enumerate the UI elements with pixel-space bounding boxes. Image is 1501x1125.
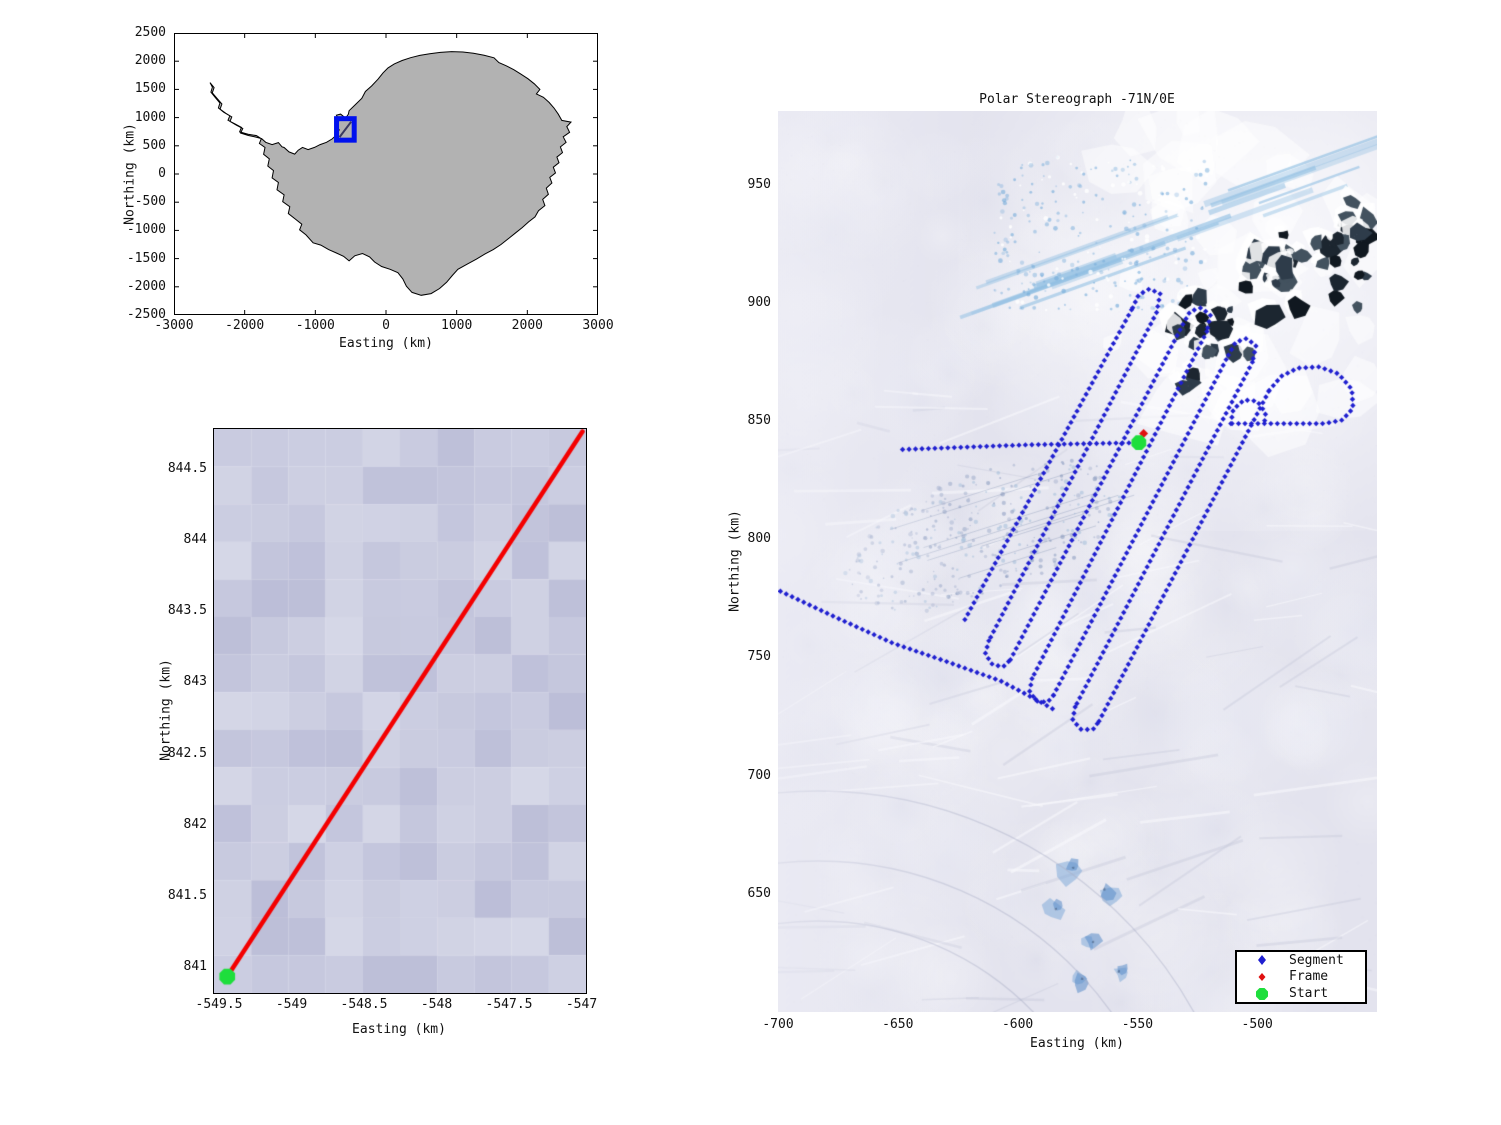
- y-tick-label: 0: [158, 166, 166, 181]
- y-tick-label: 750: [747, 649, 771, 665]
- x-tick-label: -547: [565, 997, 598, 1012]
- x-tick-label: -548.5: [340, 997, 388, 1012]
- y-tick-label: 841: [183, 959, 207, 975]
- y-tick-label: -500: [134, 194, 166, 210]
- x-tick-label: -650: [882, 1017, 914, 1032]
- legend-item-segment: Segment: [1237, 952, 1365, 968]
- y-tick-label: 800: [747, 531, 771, 547]
- x-tick-label: -549.5: [195, 997, 243, 1012]
- y-tick-label: 500: [142, 137, 166, 153]
- legend-item-frame: Frame: [1237, 969, 1365, 985]
- survey-map-plot: [778, 111, 1377, 1012]
- start-hexagon-icon: [1249, 987, 1275, 1001]
- x-tick-label: -3000: [154, 318, 194, 333]
- y-tick-label: 842: [183, 816, 207, 832]
- inset-x-axis-label: Easting (km): [339, 336, 433, 351]
- y-tick-label: 842.5: [167, 745, 207, 761]
- x-tick-label: 0: [382, 318, 390, 333]
- frame-diamond-icon: [1249, 970, 1275, 984]
- x-tick-label: -548: [420, 997, 453, 1012]
- x-tick-label: -500: [1241, 1017, 1273, 1032]
- detail-x-axis-label: Easting (km): [352, 1022, 446, 1037]
- frame-detail-plot: [213, 428, 587, 994]
- x-tick-label: -547.5: [485, 997, 533, 1012]
- survey-x-axis-label: Easting (km): [1030, 1036, 1124, 1051]
- legend-label-frame: Frame: [1289, 969, 1329, 985]
- legend-label-start: Start: [1289, 986, 1329, 1002]
- y-tick-label: 1000: [134, 109, 166, 125]
- x-tick-label: -700: [762, 1017, 794, 1032]
- survey-map-title: Polar Stereograph -71N/0E: [979, 92, 1175, 107]
- x-tick-label: -600: [1001, 1017, 1034, 1032]
- survey-y-axis-label: Northing (km): [727, 510, 743, 612]
- y-tick-label: 2000: [134, 53, 166, 69]
- segment-diamond-icon: [1249, 953, 1275, 967]
- x-tick-label: -550: [1121, 1017, 1154, 1032]
- x-tick-label: -549: [275, 997, 308, 1012]
- y-tick-label: 2500: [134, 25, 166, 40]
- region-box: [334, 116, 357, 143]
- y-tick-label: 850: [747, 413, 771, 429]
- y-tick-label: 844: [183, 532, 207, 548]
- y-tick-label: -2000: [126, 278, 166, 294]
- y-tick-label: 1500: [134, 81, 166, 97]
- y-tick-label: -1500: [126, 250, 166, 266]
- y-tick-label: 841.5: [167, 887, 207, 903]
- y-tick-label: 843: [183, 674, 207, 690]
- x-tick-label: -2000: [225, 318, 265, 333]
- y-tick-label: 700: [747, 767, 771, 783]
- survey-map-canvas: [778, 111, 1377, 1012]
- y-tick-label: 650: [747, 885, 771, 901]
- y-tick-label: 900: [747, 295, 771, 311]
- y-tick-label: 844.5: [167, 461, 207, 476]
- legend-label-segment: Segment: [1289, 952, 1344, 968]
- frame-detail-canvas: [214, 429, 586, 993]
- y-tick-label: 950: [747, 177, 771, 192]
- x-tick-label: -1000: [295, 318, 335, 333]
- x-tick-label: 2000: [511, 318, 543, 333]
- x-tick-label: 3000: [582, 318, 614, 333]
- y-tick-label: -2500: [126, 307, 166, 322]
- x-tick-label: 1000: [441, 318, 473, 333]
- legend-item-start: Start: [1237, 986, 1365, 1002]
- y-tick-label: 843.5: [167, 603, 207, 619]
- legend: Segment Frame Start: [1235, 950, 1367, 1004]
- y-tick-label: -1000: [126, 222, 166, 238]
- inset-antarctica-plot: [174, 33, 598, 315]
